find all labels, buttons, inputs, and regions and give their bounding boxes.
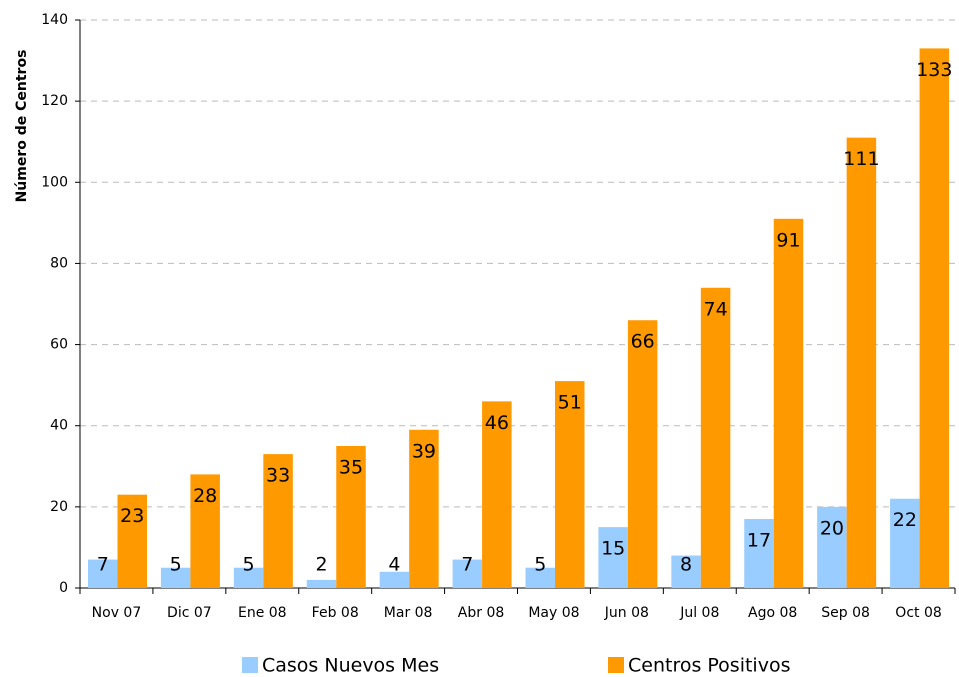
data-label: 7 [97,554,109,576]
x-tick-label: Ene 08 [238,605,287,621]
bar [846,137,877,588]
data-label: 20 [820,517,844,539]
data-label: 133 [916,59,952,81]
bar [627,320,658,588]
data-label: 2 [315,554,327,576]
data-label: 8 [680,554,692,576]
data-label: 39 [412,440,436,462]
bar [452,559,483,588]
data-label: 22 [893,509,917,531]
data-label: 111 [843,148,879,170]
x-tick-label: Jul 08 [679,605,719,621]
y-tick-label: 100 [41,174,68,190]
data-label: 4 [388,554,400,576]
data-label: 5 [534,554,546,576]
data-label: 66 [631,331,655,353]
x-tick-label: May 08 [528,605,579,621]
bar [744,519,774,588]
y-axis-label: Número de Centros [14,50,30,203]
data-label: 5 [243,554,255,576]
data-label: 17 [747,530,771,552]
data-label: 46 [485,412,509,434]
legend-swatch [608,657,624,673]
bar [88,559,118,588]
x-tick-label: Mar 08 [384,605,433,621]
y-tick-label: 60 [50,337,68,353]
bar [555,381,585,588]
data-label: 35 [339,457,363,479]
data-label: 28 [193,485,217,507]
legend-label: Casos Nuevos Mes [262,655,439,677]
data-label: 5 [170,554,182,576]
bar [919,48,950,588]
y-tick-label: 80 [50,255,68,271]
data-label: 51 [558,392,582,414]
x-tick-label: Dic 07 [167,605,212,621]
x-tick-label: Sep 08 [821,605,870,621]
bar [525,567,555,588]
y-tick-label: 0 [59,580,68,596]
data-label: 23 [120,505,144,527]
y-tick-label: 120 [41,93,68,109]
bar [117,494,147,588]
x-tick-label: Feb 08 [312,605,359,621]
bar [482,401,512,588]
data-label: 15 [601,538,625,560]
x-tick-label: Ago 08 [748,605,797,621]
y-tick-label: 20 [50,499,68,515]
x-tick-label: Nov 07 [92,605,142,621]
data-label: 74 [703,298,727,320]
bar [700,287,731,588]
bar [379,571,410,588]
data-label: 33 [266,465,290,487]
x-tick-label: Oct 08 [895,605,941,621]
bar [890,498,920,588]
bar [233,567,264,588]
bar [817,506,847,588]
data-label: 7 [461,554,473,576]
x-tick-label: Abr 08 [458,605,504,621]
bar [336,446,366,588]
data-label: 91 [776,229,800,251]
bar [190,474,220,588]
bar [160,567,191,588]
bar [598,527,628,588]
legend-label: Centros Positivos [628,655,790,677]
bar [263,454,293,588]
y-tick-label: 40 [50,418,68,434]
bar [671,555,701,588]
bar [306,579,337,588]
y-tick-label: 140 [41,12,68,28]
bar [409,429,439,588]
legend-swatch [242,657,258,673]
x-tick-label: Jun 08 [604,605,649,621]
bar [773,218,804,589]
